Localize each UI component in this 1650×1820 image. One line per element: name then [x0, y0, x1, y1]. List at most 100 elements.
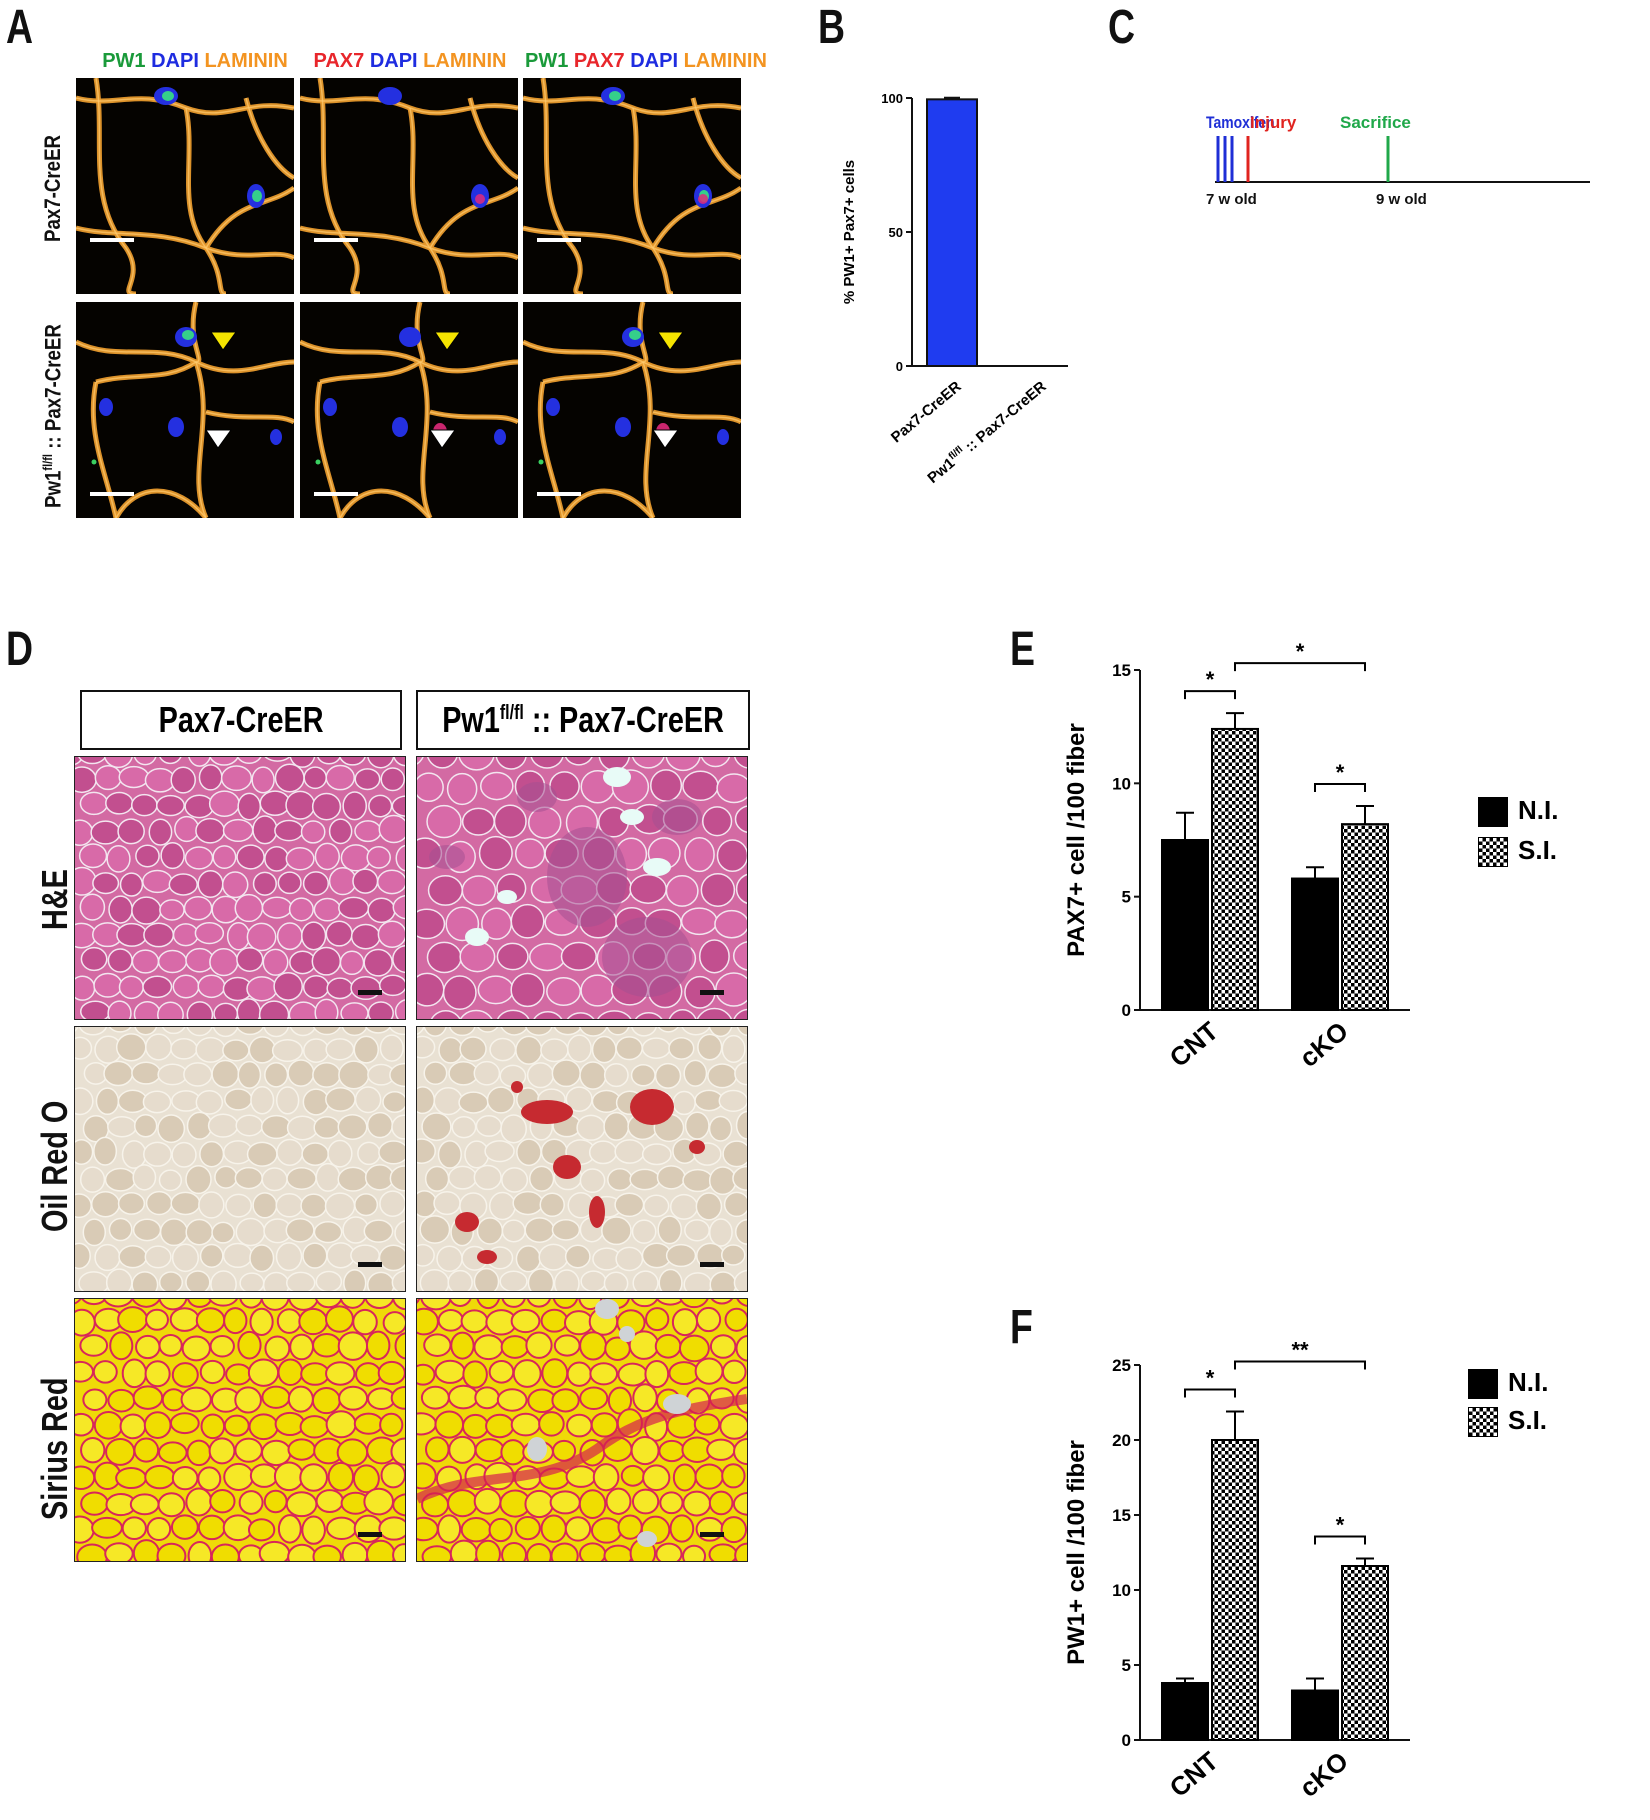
- muscle-fiber: [501, 1167, 529, 1193]
- significance-star: *: [1206, 1366, 1215, 1391]
- muscle-fiber: [566, 1413, 593, 1438]
- muscle-fiber: [237, 1060, 262, 1089]
- muscle-fiber: [252, 815, 278, 845]
- muscle-fiber: [724, 1307, 747, 1332]
- muscle-fiber: [590, 1517, 623, 1544]
- muscle-fiber: [378, 1244, 405, 1272]
- muscle-fiber: [144, 1360, 171, 1388]
- muscle-fiber: [90, 1190, 121, 1218]
- muscle-fiber: [716, 773, 747, 804]
- adipocyte-void: [465, 928, 489, 946]
- muscle-fiber: [394, 1332, 405, 1360]
- muscle-fiber: [734, 1219, 747, 1245]
- laminin-fiber: [243, 97, 294, 181]
- bar-si: [1211, 1439, 1259, 1741]
- legend-swatch-si-f: [1468, 1407, 1498, 1437]
- muscle-fiber: [533, 1011, 563, 1019]
- y-tick-label: 10: [1112, 1581, 1131, 1600]
- muscle-fiber: [579, 1386, 609, 1411]
- channel-name: DAPI: [624, 50, 679, 72]
- y-tick-label: 0: [1122, 1001, 1131, 1020]
- muscle-fiber: [145, 1308, 169, 1331]
- muscle-fiber: [735, 1110, 747, 1140]
- muscle-fiber: [538, 1243, 569, 1271]
- micrograph-svg: [300, 78, 518, 294]
- muscle-fiber: [367, 757, 395, 769]
- muscle-fiber: [239, 1272, 265, 1291]
- muscle-fiber: [417, 908, 446, 940]
- muscle-fiber: [353, 1035, 379, 1064]
- muscle-fiber: [700, 757, 731, 768]
- muscle-fiber: [315, 1270, 343, 1291]
- muscle-fiber: [315, 1489, 344, 1514]
- muscle-fiber: [259, 790, 291, 817]
- muscle-fiber: [134, 1027, 158, 1036]
- muscle-fiber: [473, 1487, 502, 1515]
- muscle-fiber: [680, 907, 718, 936]
- muscle-fiber: [158, 1333, 183, 1357]
- scale-bar: [537, 238, 581, 242]
- dapi-nucleus: [270, 429, 282, 445]
- micrograph-tile: [76, 78, 294, 294]
- muscle-fiber: [721, 1463, 746, 1489]
- muscle-fiber: [364, 1299, 395, 1309]
- muscle-fiber: [733, 1438, 747, 1466]
- muscle-fiber: [461, 807, 495, 836]
- muscle-fiber: [79, 1166, 106, 1193]
- muscle-fiber: [289, 1333, 315, 1361]
- muscle-fiber: [258, 1000, 290, 1019]
- green-dot: [538, 459, 544, 465]
- muscle-fiber: [143, 1141, 172, 1167]
- muscle-fiber: [382, 1311, 405, 1335]
- muscle-fiber: [211, 1059, 240, 1089]
- y-tick-label: 20: [1112, 1431, 1131, 1450]
- muscle-fiber: [464, 1140, 490, 1169]
- muscle-fiber: [721, 1034, 746, 1064]
- muscle-fiber: [528, 1165, 555, 1192]
- muscle-fiber: [168, 873, 198, 896]
- muscle-fiber: [448, 1060, 479, 1086]
- muscle-fiber: [285, 1217, 315, 1243]
- bar-ni: [1291, 877, 1339, 1011]
- muscle-fiber: [734, 805, 747, 833]
- histology-tile: [416, 1298, 748, 1562]
- muscle-fiber: [131, 896, 162, 925]
- muscle-fiber: [289, 757, 316, 768]
- muscle-fiber: [709, 1271, 737, 1291]
- muscle-fiber: [195, 1090, 224, 1115]
- muscle-fiber: [510, 1412, 541, 1437]
- muscle-fiber: [417, 1086, 436, 1115]
- muscle-fiber: [298, 1307, 328, 1336]
- muscle-fiber: [170, 1514, 199, 1540]
- muscle-fiber: [378, 814, 405, 844]
- laminin-fiber: [630, 107, 674, 294]
- muscle-fiber: [208, 790, 240, 817]
- muscle-fiber: [631, 757, 665, 769]
- muscle-fiber: [132, 1385, 164, 1410]
- muscle-fiber: [525, 1027, 553, 1036]
- muscle-fiber: [184, 846, 214, 870]
- muscle-fiber: [353, 1514, 384, 1544]
- muscle-fiber: [392, 1493, 405, 1517]
- muscle-fiber: [261, 1439, 292, 1467]
- muscle-fiber: [277, 1358, 304, 1386]
- bar-ni: [1161, 839, 1209, 1011]
- muscle-fiber: [496, 1388, 528, 1412]
- muscle-fiber: [80, 946, 108, 972]
- muscle-fiber: [79, 893, 106, 921]
- muscle-fiber: [563, 1310, 594, 1336]
- interstitial-void: [527, 1437, 547, 1461]
- muscle-fiber: [119, 1413, 147, 1440]
- muscle-fiber: [679, 1299, 709, 1309]
- muscle-fiber: [450, 1331, 475, 1360]
- muscle-fiber: [115, 1467, 147, 1490]
- pw1-signal: [182, 330, 194, 340]
- muscle-fiber: [366, 1111, 394, 1139]
- significance-bracket: [1184, 690, 1236, 700]
- muscle-fiber: [708, 1490, 734, 1516]
- muscle-fiber: [389, 1062, 405, 1088]
- row-label-sirius-red: Sirius Red: [34, 1377, 75, 1520]
- legend-label-ni-e: N.I.: [1518, 795, 1559, 825]
- muscle-fiber: [144, 767, 176, 793]
